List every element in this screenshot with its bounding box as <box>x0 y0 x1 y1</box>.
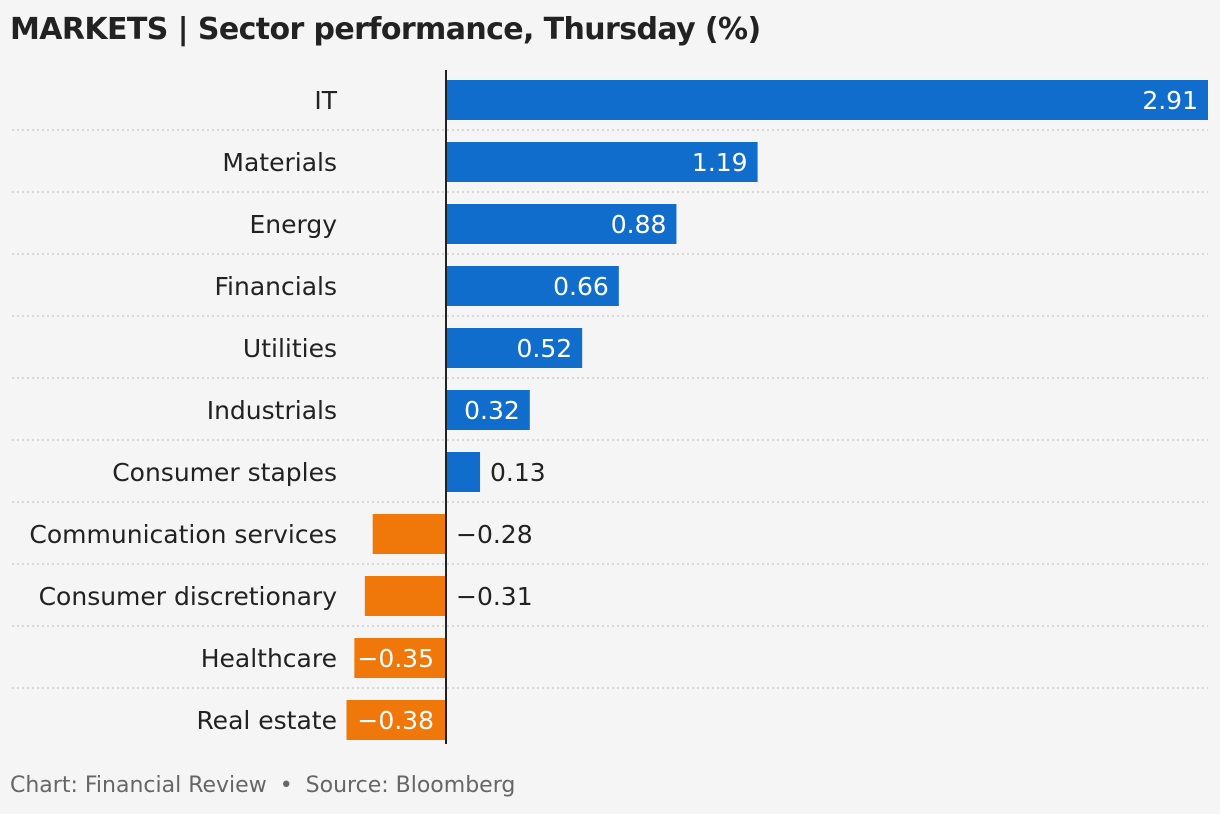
chart-footer: Chart: Financial Review • Source: Bloomb… <box>10 773 515 798</box>
bar-utilities <box>446 328 583 368</box>
bar-communication-services <box>372 514 446 554</box>
value-label: 0.52 <box>516 334 572 363</box>
category-label: Energy <box>249 210 337 239</box>
bar-energy <box>446 204 677 244</box>
bar-consumer-discretionary <box>364 576 446 616</box>
footer-separator: • <box>279 773 293 798</box>
category-label: IT <box>314 86 337 115</box>
chart-credit: Chart: Financial Review <box>10 773 267 798</box>
value-label: −0.28 <box>456 520 533 549</box>
category-label: Consumer discretionary <box>39 582 338 611</box>
bar-it <box>446 80 1208 120</box>
bar-consumer-staples <box>446 452 481 492</box>
bar-healthcare <box>354 638 446 678</box>
value-label: 2.91 <box>1142 86 1198 115</box>
value-label: 1.19 <box>692 148 748 177</box>
value-label: 0.13 <box>490 458 546 487</box>
category-label: Utilities <box>243 334 337 363</box>
category-label: Industrials <box>207 396 337 425</box>
value-label: −0.38 <box>357 706 434 735</box>
category-label: Real estate <box>196 706 337 735</box>
bar-real-estate <box>346 700 446 740</box>
chart-title: MARKETS | Sector performance, Thursday (… <box>10 12 761 47</box>
category-label: Healthcare <box>201 644 337 673</box>
bar-financials <box>446 266 619 306</box>
value-label: 0.88 <box>611 210 667 239</box>
category-label: Consumer staples <box>112 458 337 487</box>
category-label: Financials <box>215 272 338 301</box>
bar-materials <box>446 142 758 182</box>
bar-industrials <box>446 390 530 430</box>
category-label: Communication services <box>29 520 337 549</box>
category-label: Materials <box>222 148 337 177</box>
value-label: 0.32 <box>464 396 520 425</box>
value-label: −0.35 <box>357 644 434 673</box>
value-label: −0.31 <box>456 582 533 611</box>
value-label: 0.66 <box>553 272 609 301</box>
chart-source: Source: Bloomberg <box>305 773 516 798</box>
